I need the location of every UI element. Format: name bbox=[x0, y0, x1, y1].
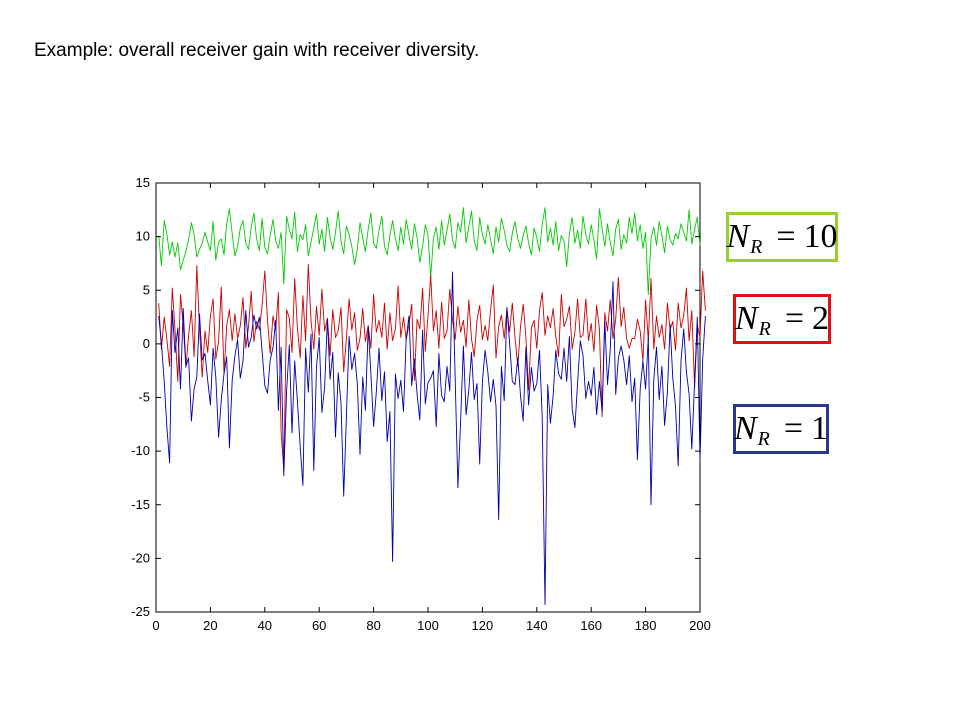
y-tick-label: -5 bbox=[138, 390, 150, 405]
legend-subscript: R bbox=[758, 317, 771, 340]
x-tick-label: 40 bbox=[258, 618, 272, 633]
legend-variable: N bbox=[734, 300, 758, 337]
x-tick-label: 140 bbox=[526, 618, 548, 633]
legend-subscript: R bbox=[750, 235, 763, 258]
x-tick-label: 0 bbox=[152, 618, 159, 633]
series-layer bbox=[158, 207, 706, 605]
legend-equals: = bbox=[783, 410, 804, 447]
legend-variable: N bbox=[733, 410, 757, 447]
y-tick-label: -20 bbox=[131, 550, 150, 565]
x-tick-label: 60 bbox=[312, 618, 326, 633]
axes-layer: 0 20 40 60 80 100 120 140 160 180 200 15 10 5 0 -5 -10 -1… bbox=[131, 175, 711, 633]
legend-subscript: R bbox=[757, 427, 770, 450]
y-tick-label: 10 bbox=[136, 229, 150, 244]
x-tick-label: 100 bbox=[417, 618, 439, 633]
x-tick-label: 120 bbox=[472, 618, 494, 633]
y-tick-label: -15 bbox=[131, 497, 150, 512]
legend-entry-nr-2: N R = 2 bbox=[733, 294, 831, 344]
series-line-0 bbox=[158, 207, 701, 295]
legend-variable: N bbox=[726, 218, 750, 255]
legend-value: 1 bbox=[811, 410, 829, 447]
x-tick-label: 160 bbox=[580, 618, 602, 633]
x-tick-label: 20 bbox=[203, 618, 217, 633]
y-tick-label: 15 bbox=[136, 175, 150, 190]
legend-equals: = bbox=[776, 218, 796, 255]
y-tick-label: 5 bbox=[143, 282, 150, 297]
y-tick-label: -25 bbox=[131, 604, 150, 619]
legend-value: 10 bbox=[803, 218, 838, 255]
y-tick-label: -10 bbox=[131, 443, 150, 458]
series-line-2 bbox=[158, 271, 706, 605]
slide-title: Example: overall receiver gain with rece… bbox=[34, 40, 480, 61]
legend-entry-nr-10: N R = 10 bbox=[726, 212, 838, 262]
x-tick-label: 200 bbox=[689, 618, 711, 633]
legend-entry-nr-1: N R = 1 bbox=[733, 404, 829, 454]
legend-equals: = bbox=[784, 300, 805, 337]
x-tick-label: 180 bbox=[635, 618, 657, 633]
x-tick-label: 80 bbox=[366, 618, 380, 633]
legend-value: 2 bbox=[812, 300, 830, 337]
y-tick-label: 0 bbox=[143, 336, 150, 351]
